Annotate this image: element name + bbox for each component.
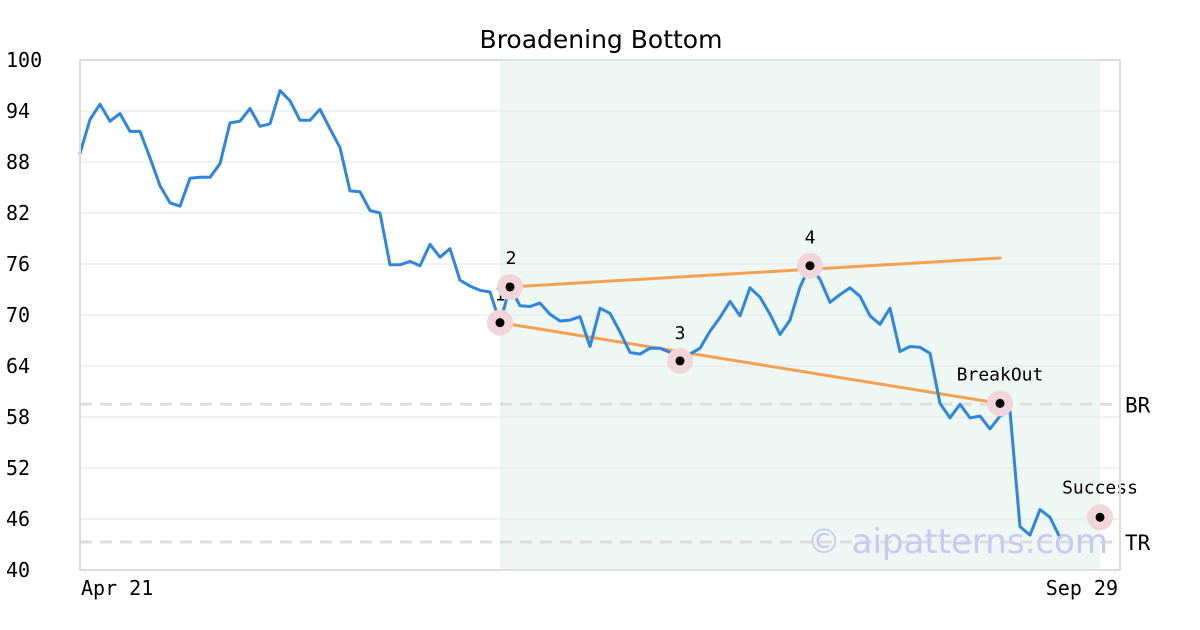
y-tick-label: 64 <box>6 354 30 378</box>
y-tick-label: 40 <box>6 558 30 582</box>
price-line <box>78 89 1062 540</box>
y-tick-label: 70 <box>6 303 30 327</box>
level-label: BR <box>1125 393 1151 417</box>
watermark-text: © aipatterns.com <box>807 522 1108 562</box>
level-label: TR <box>1125 531 1151 555</box>
y-tick-label: 100 <box>6 48 42 72</box>
pivot-point <box>495 318 505 328</box>
plot-frame <box>79 59 1121 571</box>
pivot-markers: 1234BreakOutSuccess <box>487 228 1138 531</box>
pivot-point <box>1095 512 1105 522</box>
y-tick-label: 82 <box>6 201 30 225</box>
x-axis: Apr 21 Sep 29 <box>81 576 1118 600</box>
y-tick-label: 94 <box>6 99 30 123</box>
pivot-point <box>995 398 1005 408</box>
watermark: © aipatterns.com <box>807 522 1108 562</box>
price-series <box>78 89 1062 540</box>
pivot-point <box>505 282 515 292</box>
x-tick-label: Apr 21 <box>81 576 153 600</box>
pivot-label: 2 <box>506 248 517 269</box>
trendline <box>498 321 1002 405</box>
y-tick-label: 88 <box>6 150 30 174</box>
x-tick-label: Sep 29 <box>1046 576 1118 600</box>
trendlines <box>498 256 1002 405</box>
chart-title: Broadening Bottom <box>480 25 723 54</box>
trendline <box>508 256 1002 289</box>
pivot-label: Success <box>1062 477 1138 498</box>
y-tick-label: 58 <box>6 405 30 429</box>
y-axis: 100 94 88 82 76 70 64 58 52 46 40 <box>6 48 42 582</box>
pivot-label: BreakOut <box>957 364 1044 385</box>
level-lines: BR TR <box>80 393 1151 555</box>
y-tick-label: 76 <box>6 252 30 276</box>
pivot-point <box>805 261 815 271</box>
pivot-label: 4 <box>805 228 816 249</box>
y-tick-label: 52 <box>6 456 30 480</box>
pivot-label: 3 <box>675 323 686 344</box>
pivot-point <box>675 356 685 366</box>
y-tick-label: 46 <box>6 507 30 531</box>
